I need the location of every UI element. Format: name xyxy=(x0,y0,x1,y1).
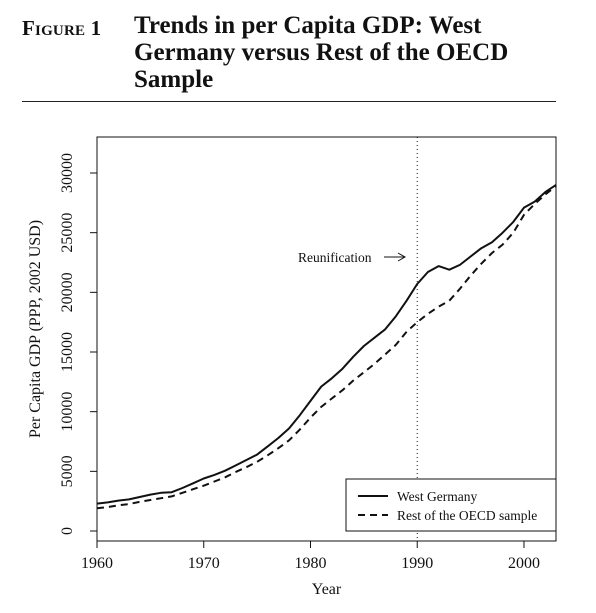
x-axis-label: Year xyxy=(312,581,342,598)
y-tick-label: 30000 xyxy=(59,153,76,193)
y-tick-label: 5000 xyxy=(59,455,76,487)
legend-box xyxy=(345,478,557,532)
annotation-label: Reunification xyxy=(298,250,372,265)
x-tick-label: 1980 xyxy=(294,555,326,572)
y-axis-label: Per Capita GDP (PPP, 2002 USD) xyxy=(27,220,44,438)
y-tick-label: 25000 xyxy=(59,213,76,253)
plot-frame xyxy=(96,136,557,542)
figure-label: Figure 1 xyxy=(22,16,102,40)
x-tick-label: 2000 xyxy=(508,555,540,572)
y-tick-label: 15000 xyxy=(59,332,76,372)
legend-label: West Germany xyxy=(397,489,478,504)
figure-title: Trends in per Capita GDP: West Germany v… xyxy=(134,12,509,93)
y-tick-label: 10000 xyxy=(59,392,76,432)
header-divider xyxy=(22,101,556,102)
annotation-arrow-head xyxy=(397,252,407,262)
y-tick-label: 0 xyxy=(59,527,76,535)
x-tick-label: 1970 xyxy=(188,555,220,572)
y-tick-label: 20000 xyxy=(59,272,76,312)
series-line-rest-of-oecd xyxy=(96,185,557,510)
legend-label: Rest of the OECD sample xyxy=(397,508,537,523)
x-tick-label: 1960 xyxy=(81,555,113,572)
series-line-west-germany xyxy=(96,184,557,505)
x-tick-label: 1990 xyxy=(401,555,433,572)
